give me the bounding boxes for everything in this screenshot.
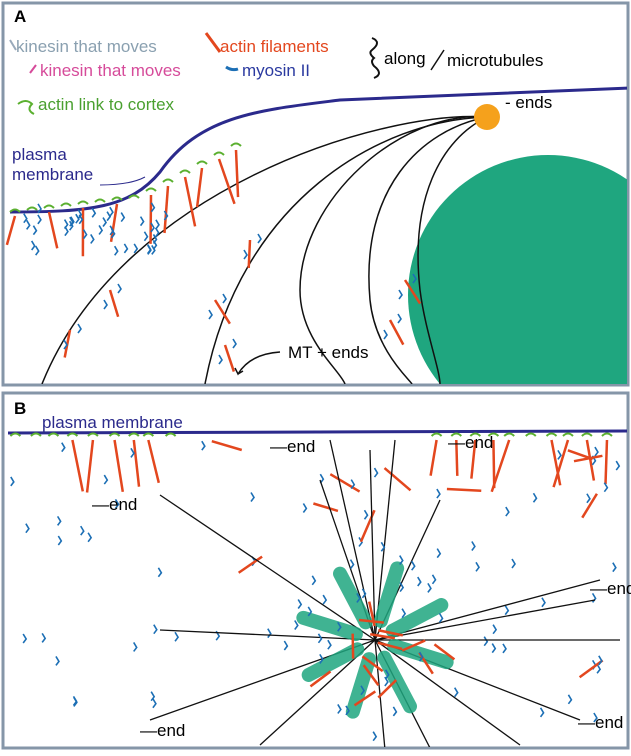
legend-text: kinesin that moves: [16, 37, 157, 56]
membrane-label: plasma membrane: [42, 413, 183, 432]
membrane-label: plasma: [12, 145, 67, 164]
legend-text: along: [384, 49, 426, 68]
minus-end-centrosome: [474, 104, 500, 130]
legend-text: actin link to cortex: [38, 95, 175, 114]
panel-label: B: [14, 399, 26, 418]
figure: A kinesin that moves actin filaments kin…: [0, 0, 631, 751]
end-label: —end: [92, 495, 137, 514]
page: A kinesin that moves actin filaments kin…: [0, 0, 631, 756]
end-label: —end: [448, 433, 493, 452]
actin-filament: [249, 240, 250, 268]
legend-text: actin filaments: [220, 37, 329, 56]
panel-label: A: [14, 7, 26, 26]
end-label: —end: [578, 713, 623, 732]
minus-ends-label: - ends: [505, 93, 552, 112]
legend-text: kinesin that moves: [40, 61, 181, 80]
end-label: —end: [140, 721, 185, 740]
legend-text: microtubules: [447, 51, 543, 70]
actin-filament: [447, 489, 481, 491]
end-label: —end: [590, 579, 631, 598]
legend-text: myosin II: [242, 61, 310, 80]
end-label: —end: [270, 437, 315, 456]
membrane-label: membrane: [12, 165, 93, 184]
plus-ends-label: MT + ends: [288, 343, 368, 362]
actin-filament: [606, 440, 607, 484]
